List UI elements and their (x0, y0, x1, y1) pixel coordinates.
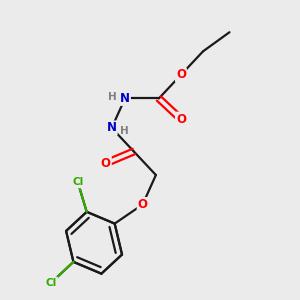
Text: N: N (107, 122, 117, 134)
Text: O: O (176, 112, 186, 126)
Text: H: H (120, 126, 128, 136)
Text: Cl: Cl (72, 177, 83, 188)
Text: H: H (108, 92, 117, 102)
Text: O: O (138, 198, 148, 211)
Text: N: N (120, 92, 130, 105)
Text: O: O (101, 157, 111, 170)
Text: Cl: Cl (46, 278, 57, 287)
Text: O: O (176, 68, 186, 81)
